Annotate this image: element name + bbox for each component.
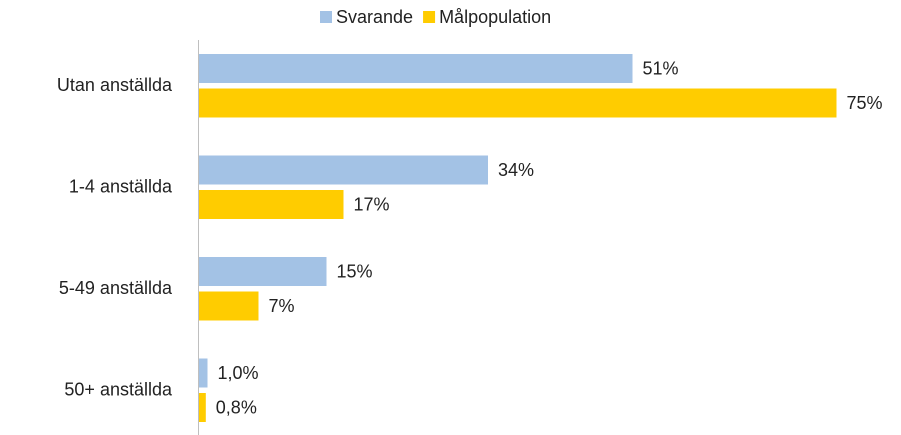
category-label: Utan anställda xyxy=(57,75,173,95)
category-label: 5-49 anställda xyxy=(59,278,173,298)
bar xyxy=(199,88,837,118)
value-label: 75% xyxy=(847,93,883,113)
value-label: 7% xyxy=(269,296,295,316)
bar xyxy=(199,393,206,422)
legend-label: Svarande xyxy=(336,7,413,27)
value-label: 51% xyxy=(643,58,679,78)
bar xyxy=(199,257,327,286)
legend-label: Målpopulation xyxy=(439,7,551,27)
bar xyxy=(199,54,633,83)
bar xyxy=(199,291,259,321)
value-label: 17% xyxy=(354,194,390,214)
bar xyxy=(199,155,488,185)
bar xyxy=(199,358,208,388)
value-label: 34% xyxy=(498,160,534,180)
value-label: 1,0% xyxy=(218,363,259,383)
value-label: 0,8% xyxy=(216,397,257,417)
category-label: 50+ anställda xyxy=(64,379,173,399)
value-label: 15% xyxy=(337,261,373,281)
legend-swatch xyxy=(423,11,436,23)
category-label: 1-4 anställda xyxy=(69,176,173,196)
legend-swatch xyxy=(320,11,332,23)
bar xyxy=(199,190,344,219)
